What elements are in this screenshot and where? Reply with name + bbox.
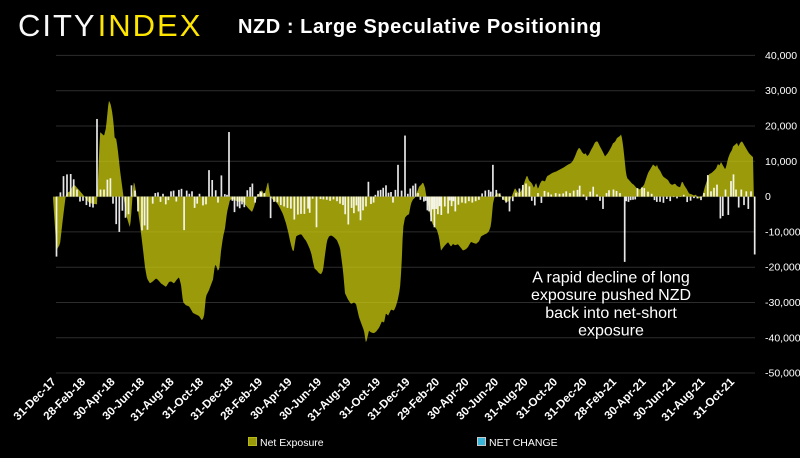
- svg-text:exposure pushed NZD: exposure pushed NZD: [531, 287, 691, 304]
- svg-text:Net Exposure: Net Exposure: [260, 437, 324, 449]
- svg-text:exposure: exposure: [578, 323, 644, 340]
- svg-text:-10,000: -10,000: [765, 226, 800, 238]
- svg-text:0: 0: [765, 191, 771, 203]
- svg-text:-30,000: -30,000: [765, 297, 800, 309]
- svg-text:NET CHANGE: NET CHANGE: [489, 437, 558, 449]
- svg-text:-50,000: -50,000: [765, 368, 800, 380]
- svg-text:-20,000: -20,000: [765, 262, 800, 274]
- svg-text:30,000: 30,000: [765, 85, 797, 97]
- svg-text:A rapid decline of long: A rapid decline of long: [532, 269, 689, 286]
- svg-text:10,000: 10,000: [765, 156, 797, 168]
- svg-text:20,000: 20,000: [765, 121, 797, 133]
- svg-text:40,000: 40,000: [765, 50, 797, 62]
- svg-text:-40,000: -40,000: [765, 332, 800, 344]
- svg-text:back into net-short: back into net-short: [545, 305, 677, 322]
